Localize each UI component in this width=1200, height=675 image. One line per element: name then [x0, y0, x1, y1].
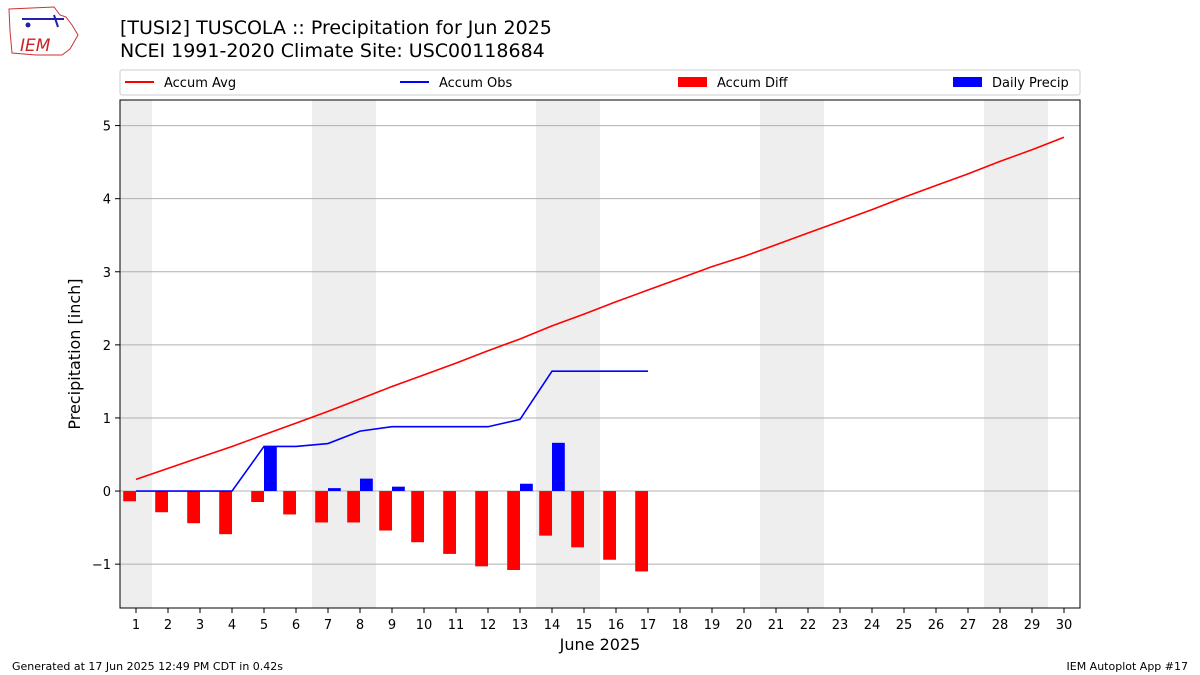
legend-box: [119, 69, 1081, 96]
x-tick-label: 26: [928, 618, 945, 633]
daily-precip-bar: [520, 483, 533, 492]
accum-diff-bar: [635, 491, 648, 572]
weekend-band: [120, 100, 152, 608]
legend: Accum Avg Accum Obs Accum Diff Daily Precip: [119, 69, 1081, 96]
accum-diff-bar: [571, 491, 584, 548]
accum-diff-bar: [219, 491, 232, 535]
accum-diff-bar: [443, 491, 456, 554]
chart-subtitle: NCEI 1991-2020 Climate Site: USC00118684: [120, 40, 545, 62]
accum-diff-bar: [315, 491, 328, 523]
daily-precip-bar: [264, 446, 277, 492]
plot-frame: [119, 99, 1081, 609]
y-tick-label: −1: [92, 558, 111, 573]
x-tick-label: 16: [608, 618, 625, 633]
y-tick-label: 3: [103, 266, 111, 281]
accum-diff-bar: [603, 491, 616, 560]
y-tick-label: 5: [103, 120, 111, 135]
accum-diff-bar: [507, 491, 520, 570]
x-tick-label: 19: [704, 618, 721, 633]
y-tick-label: 2: [103, 339, 111, 354]
legend-label: Accum Avg: [164, 76, 236, 91]
legend-label: Accum Obs: [439, 76, 512, 91]
x-tick-label: 6: [292, 618, 300, 633]
x-tick-label: 10: [416, 618, 433, 633]
daily-precip-bar: [328, 488, 341, 492]
x-tick-label: 25: [896, 618, 913, 633]
generated-timestamp: Generated at 17 Jun 2025 12:49 PM CDT in…: [12, 660, 284, 673]
accum-diff-bar: [347, 491, 360, 523]
accum-diff-bar: [379, 491, 392, 531]
weekend-bands: [120, 100, 1048, 608]
x-tick-label: 30: [1056, 618, 1073, 633]
grid-lines: [120, 125, 1080, 565]
y-tick-label: 1: [103, 412, 111, 427]
x-tick-label: 5: [260, 618, 268, 633]
x-tick-label: 7: [324, 618, 332, 633]
y-axis-ticks: −1 0 1 2 3 4 5: [92, 120, 120, 573]
x-tick-label: 3: [196, 618, 204, 633]
x-tick-label: 22: [800, 618, 817, 633]
x-tick-label: 2: [164, 618, 172, 633]
series-lines: [135, 136, 1065, 492]
accum-obs-line: [136, 370, 648, 492]
app-credit: IEM Autoplot App #17: [1066, 660, 1189, 673]
bars: [123, 442, 648, 572]
y-axis-label: Precipitation [inch]: [65, 278, 84, 429]
x-tick-label: 15: [576, 618, 593, 633]
x-tick-label: 18: [672, 618, 689, 633]
accum-diff-bar: [475, 491, 488, 567]
x-axis-ticks: 1 2 3 4 5 6 7 8 9 10 11 12 13 14 15 16 17 18 19 20 21 22 23 24 2…: [132, 608, 1072, 633]
x-tick-label: 20: [736, 618, 753, 633]
iem-logo: IEM: [8, 6, 79, 56]
weekend-band: [312, 100, 376, 608]
x-tick-label: 8: [356, 618, 364, 633]
weekend-band: [984, 100, 1048, 608]
y-tick-label: 4: [103, 193, 111, 208]
legend-swatch: [953, 77, 982, 87]
daily-precip-bar: [360, 478, 373, 492]
daily-precip-bar: [392, 486, 405, 492]
x-tick-label: 1: [132, 618, 140, 633]
x-tick-label: 24: [864, 618, 881, 633]
x-tick-label: 14: [544, 618, 561, 633]
x-tick-label: 4: [228, 618, 236, 633]
accum-diff-bar: [187, 491, 200, 524]
legend-swatch: [678, 77, 707, 87]
x-tick-label: 12: [480, 618, 497, 633]
accum-diff-bar: [251, 491, 264, 503]
svg-text:IEM: IEM: [20, 36, 51, 56]
x-tick-label: 17: [640, 618, 657, 633]
x-tick-label: 9: [388, 618, 396, 633]
x-tick-label: 21: [768, 618, 785, 633]
x-tick-label: 28: [992, 618, 1009, 633]
accum-diff-bar: [123, 491, 136, 502]
x-tick-label: 13: [512, 618, 529, 633]
x-tick-label: 27: [960, 618, 977, 633]
y-tick-label: 0: [103, 485, 111, 500]
chart-title: [TUSI2] TUSCOLA :: Precipitation for Jun…: [120, 17, 552, 39]
legend-label: Daily Precip: [992, 76, 1069, 91]
accum-diff-bar: [155, 491, 168, 513]
accum-avg-line: [135, 136, 1065, 481]
accum-diff-bar: [411, 491, 424, 543]
accum-diff-bar: [283, 491, 296, 515]
daily-precip-bar: [552, 442, 565, 492]
x-axis-label: June 2025: [559, 635, 641, 654]
x-tick-label: 23: [832, 618, 849, 633]
legend-label: Accum Diff: [717, 76, 789, 91]
x-tick-label: 29: [1024, 618, 1041, 633]
x-tick-label: 11: [448, 618, 465, 633]
accum-diff-bar: [539, 491, 552, 536]
weekend-band: [760, 100, 824, 608]
